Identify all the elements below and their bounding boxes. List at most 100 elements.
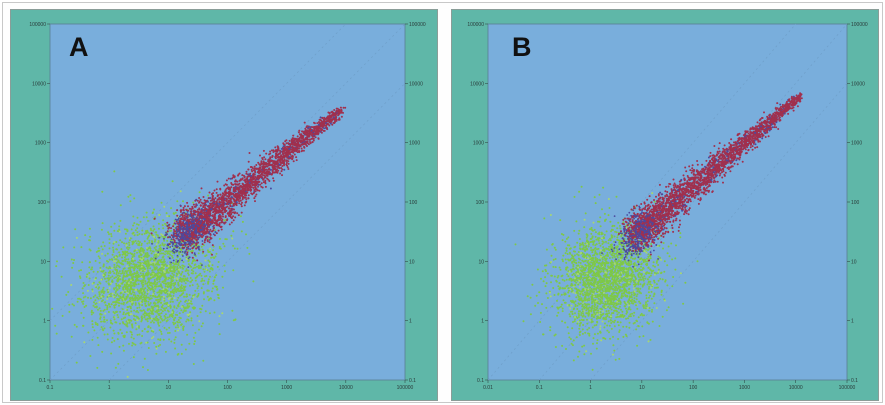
data-point-low — [129, 289, 131, 292]
data-point-high — [252, 187, 255, 189]
data-point-low — [141, 335, 144, 337]
data-point-high — [217, 229, 220, 232]
data-point-high — [176, 228, 179, 231]
data-point-low — [164, 222, 167, 225]
data-point-high — [285, 147, 288, 150]
data-point-low — [124, 254, 127, 257]
data-point-low — [110, 235, 113, 238]
data-point-low — [145, 295, 148, 297]
data-point-low — [129, 282, 132, 284]
data-point-low — [125, 288, 127, 290]
data-point-high — [217, 217, 220, 220]
data-point-low — [107, 231, 110, 234]
data-point-high — [274, 146, 277, 149]
data-point-high — [182, 206, 185, 209]
data-point-high — [224, 189, 227, 192]
data-point-low — [114, 260, 117, 263]
data-point-low — [218, 237, 221, 240]
data-point-low — [156, 301, 159, 304]
data-point-high — [318, 127, 321, 130]
data-point-low — [150, 263, 153, 266]
data-point-high — [209, 236, 212, 239]
data-point-low — [157, 253, 160, 256]
data-point-high — [286, 164, 288, 167]
data-point-high — [291, 150, 294, 153]
data-point-high — [191, 235, 194, 238]
data-point-low — [126, 290, 129, 293]
data-point-high — [184, 213, 187, 215]
data-point-low — [144, 268, 146, 270]
data-point-low — [107, 274, 110, 277]
data-point-low — [201, 277, 204, 280]
data-point-high — [312, 139, 315, 142]
data-point-low — [144, 291, 146, 294]
data-point-low — [136, 231, 139, 234]
data-point-low — [123, 323, 126, 326]
data-point-low — [156, 311, 159, 314]
data-point-high — [198, 200, 201, 203]
data-point-high — [323, 129, 326, 132]
data-point-low — [222, 286, 224, 289]
data-point-low — [155, 319, 158, 322]
data-point-transition — [183, 211, 186, 214]
data-point-low — [106, 306, 109, 309]
data-point-low — [107, 294, 110, 297]
data-point-transition — [199, 222, 202, 225]
data-point-high — [214, 214, 217, 216]
data-point-transition — [208, 232, 211, 235]
data-point-low — [144, 282, 147, 285]
data-point-low — [142, 283, 145, 286]
data-point-low — [108, 247, 111, 250]
data-point-high — [304, 127, 307, 130]
data-point-high — [333, 116, 336, 119]
data-point-low — [127, 267, 130, 270]
data-point-high — [228, 212, 231, 215]
data-point-low — [152, 306, 155, 309]
data-point-low — [170, 229, 173, 232]
data-point-low — [190, 317, 193, 320]
data-point-transition — [189, 213, 192, 216]
data-point-low — [92, 270, 95, 273]
data-point-high — [274, 150, 277, 153]
data-point-transition — [188, 222, 191, 225]
data-point-high — [277, 166, 280, 169]
data-point-transition — [208, 239, 211, 241]
data-point-low — [163, 280, 166, 282]
data-point-high — [191, 256, 194, 259]
data-point-high — [196, 222, 199, 225]
data-point-low — [157, 345, 160, 347]
data-point-low — [125, 242, 128, 245]
data-point-low — [179, 190, 182, 193]
data-point-low — [169, 286, 172, 289]
data-point-transition — [186, 213, 189, 216]
data-point-low — [169, 253, 172, 256]
data-point-low — [186, 277, 189, 280]
data-point-low — [146, 314, 149, 317]
data-point-low — [138, 333, 141, 336]
data-point-low — [162, 261, 164, 264]
data-point-low — [134, 283, 137, 286]
data-point-low — [151, 269, 154, 272]
data-point-high — [202, 206, 205, 209]
data-point-high — [225, 198, 228, 201]
data-point-high — [267, 159, 270, 162]
data-point-transition — [186, 211, 189, 213]
data-point-high — [247, 197, 250, 200]
data-point-low — [115, 311, 118, 313]
data-point-low — [177, 296, 180, 299]
data-point-high — [286, 166, 289, 169]
data-point-low — [194, 272, 197, 275]
data-point-high — [222, 195, 224, 198]
data-point-low — [178, 290, 181, 293]
data-point-low — [75, 236, 78, 239]
data-point-low — [121, 321, 124, 324]
data-point-low — [118, 254, 121, 257]
data-point-high — [186, 201, 189, 204]
data-point-low — [168, 315, 171, 318]
data-point-low — [198, 274, 200, 277]
data-point-high — [221, 212, 224, 215]
data-point-transition — [182, 247, 185, 250]
data-point-high — [203, 213, 206, 216]
data-point-low — [183, 295, 186, 298]
data-point-low — [209, 262, 211, 265]
